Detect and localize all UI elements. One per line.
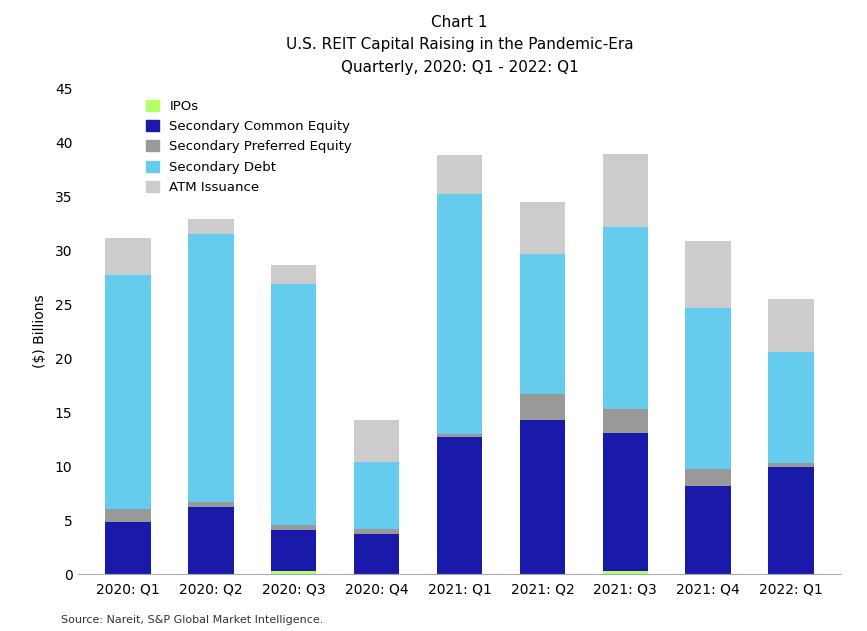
Bar: [686, 469, 731, 486]
Bar: [603, 433, 649, 571]
Bar: [603, 154, 649, 227]
Bar: [603, 571, 649, 574]
Bar: [686, 307, 731, 469]
Bar: [437, 194, 482, 434]
Bar: [686, 486, 731, 574]
Y-axis label: ($) Billions: ($) Billions: [33, 295, 47, 368]
Bar: [437, 434, 482, 437]
Bar: [519, 394, 565, 420]
Bar: [188, 234, 233, 502]
Bar: [271, 571, 316, 574]
Bar: [768, 468, 814, 574]
Bar: [437, 437, 482, 574]
Title: Chart 1
U.S. REIT Capital Raising in the Pandemic-Era
Quarterly, 2020: Q1 - 2022: Chart 1 U.S. REIT Capital Raising in the…: [286, 15, 633, 74]
Bar: [271, 266, 316, 284]
Text: Source: Nareit, S&P Global Market Intelligence.: Source: Nareit, S&P Global Market Intell…: [61, 615, 323, 625]
Bar: [105, 275, 151, 509]
Bar: [686, 240, 731, 307]
Bar: [271, 284, 316, 524]
Bar: [188, 507, 233, 574]
Bar: [105, 522, 151, 574]
Legend: IPOs, Secondary Common Equity, Secondary Preferred Equity, Secondary Debt, ATM I: IPOs, Secondary Common Equity, Secondary…: [146, 100, 352, 194]
Bar: [354, 529, 400, 534]
Bar: [768, 463, 814, 468]
Bar: [354, 420, 400, 462]
Bar: [603, 227, 649, 409]
Bar: [768, 299, 814, 352]
Bar: [188, 219, 233, 234]
Bar: [354, 462, 400, 529]
Bar: [105, 239, 151, 275]
Bar: [437, 155, 482, 194]
Bar: [519, 420, 565, 574]
Bar: [354, 534, 400, 574]
Bar: [188, 502, 233, 507]
Bar: [603, 409, 649, 433]
Bar: [519, 254, 565, 394]
Bar: [271, 530, 316, 571]
Bar: [768, 352, 814, 463]
Bar: [105, 509, 151, 522]
Bar: [271, 524, 316, 530]
Bar: [519, 202, 565, 254]
